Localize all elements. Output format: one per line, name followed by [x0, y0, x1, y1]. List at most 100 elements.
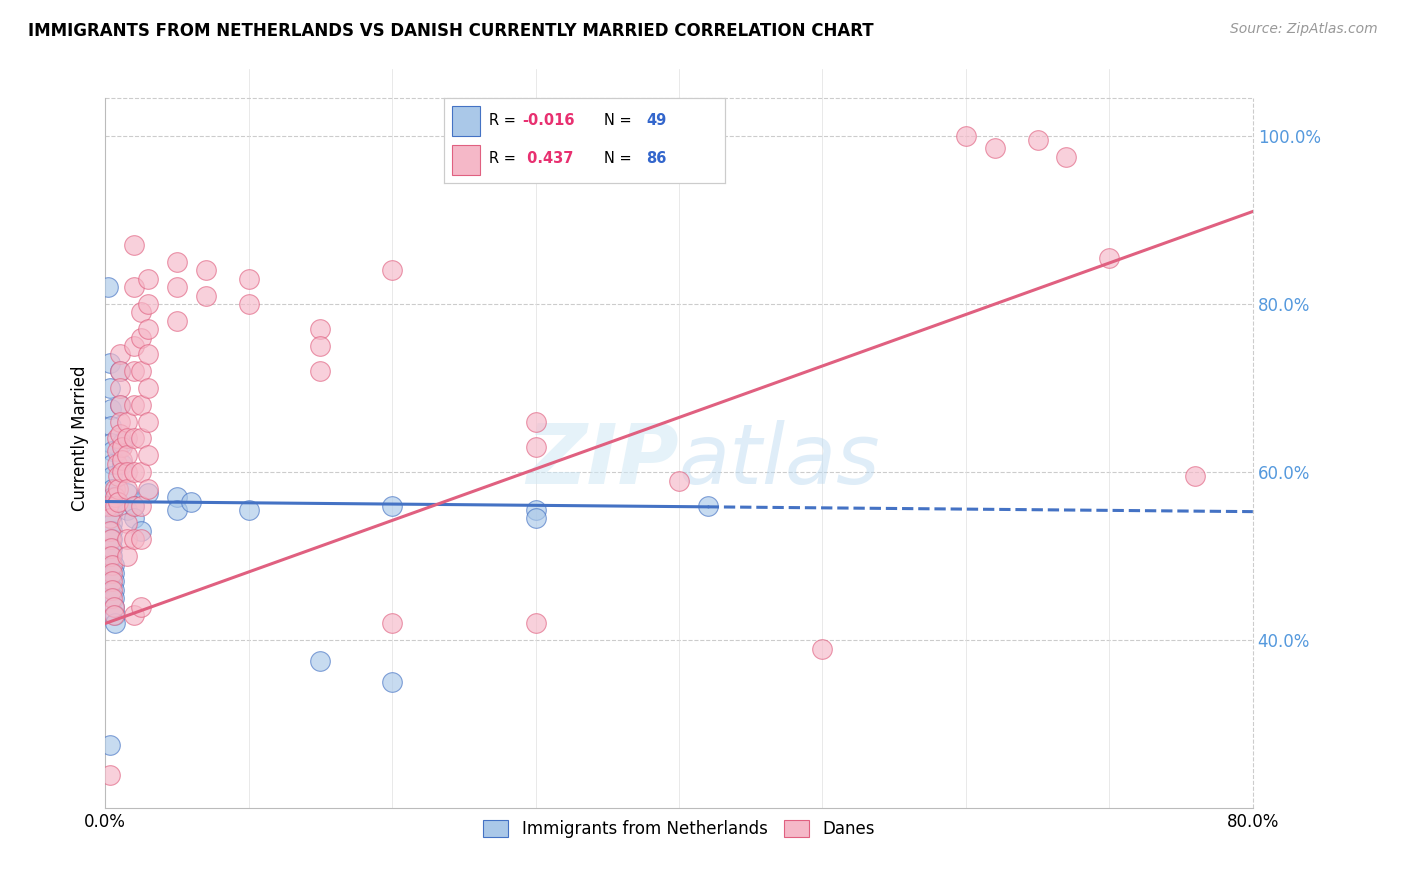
Point	[108, 398, 131, 412]
Point	[101, 541, 124, 555]
Point	[129, 465, 152, 479]
Point	[100, 418, 122, 433]
Point	[98, 511, 121, 525]
Point	[136, 486, 159, 500]
Text: atlas: atlas	[679, 420, 880, 501]
Point	[122, 533, 145, 547]
Point	[983, 141, 1005, 155]
Point	[103, 574, 125, 589]
Legend: Immigrants from Netherlands, Danes: Immigrants from Netherlands, Danes	[477, 813, 882, 845]
Point	[166, 280, 188, 294]
Point	[115, 549, 138, 564]
Point	[103, 591, 125, 606]
Point	[101, 566, 124, 580]
Point	[180, 494, 202, 508]
Point	[115, 516, 138, 530]
Point	[136, 482, 159, 496]
Point	[136, 448, 159, 462]
Point	[104, 499, 127, 513]
Point	[101, 491, 124, 505]
Point	[129, 330, 152, 344]
Point	[104, 616, 127, 631]
Point	[524, 415, 547, 429]
Point	[108, 364, 131, 378]
Point	[122, 398, 145, 412]
Point	[1054, 150, 1077, 164]
Point	[100, 435, 122, 450]
Point	[101, 549, 124, 564]
Point	[115, 415, 138, 429]
Point	[98, 356, 121, 370]
Point	[101, 516, 124, 530]
Point	[381, 675, 404, 690]
Point	[108, 415, 131, 429]
Point	[101, 457, 124, 471]
Point	[668, 474, 690, 488]
Point	[122, 499, 145, 513]
Point	[108, 364, 131, 378]
Point	[108, 427, 131, 442]
Point	[122, 465, 145, 479]
Point	[136, 415, 159, 429]
Point	[98, 381, 121, 395]
Point	[309, 339, 332, 353]
Point	[129, 499, 152, 513]
Point	[129, 599, 152, 614]
Point	[101, 444, 124, 458]
Point	[811, 641, 834, 656]
Point	[238, 503, 260, 517]
Point	[98, 524, 121, 538]
Point	[100, 533, 122, 547]
Point	[194, 288, 217, 302]
Text: ZIP: ZIP	[526, 420, 679, 501]
Point	[696, 499, 718, 513]
Point	[101, 482, 124, 496]
Point	[115, 486, 138, 500]
Point	[104, 491, 127, 505]
Point	[238, 297, 260, 311]
Point	[129, 398, 152, 412]
Point	[97, 280, 120, 294]
Point	[101, 524, 124, 538]
Point	[1098, 251, 1121, 265]
Point	[238, 271, 260, 285]
Point	[309, 654, 332, 668]
Point	[103, 608, 125, 623]
Point	[381, 616, 404, 631]
Point	[104, 482, 127, 496]
Point	[101, 469, 124, 483]
Point	[129, 533, 152, 547]
Point	[524, 511, 547, 525]
Point	[111, 440, 134, 454]
Point	[136, 271, 159, 285]
Point	[103, 582, 125, 597]
Point	[1184, 469, 1206, 483]
Point	[136, 381, 159, 395]
Point	[122, 499, 145, 513]
Point	[115, 448, 138, 462]
Point	[97, 499, 120, 513]
Point	[524, 616, 547, 631]
Point	[101, 507, 124, 521]
Point	[115, 432, 138, 446]
Point	[309, 364, 332, 378]
Point	[101, 574, 124, 589]
Point	[136, 347, 159, 361]
Point	[122, 364, 145, 378]
Point	[129, 305, 152, 319]
Point	[111, 465, 134, 479]
Point	[166, 314, 188, 328]
Point	[107, 494, 129, 508]
Point	[98, 739, 121, 753]
Point	[122, 432, 145, 446]
Point	[101, 591, 124, 606]
Point	[122, 608, 145, 623]
Point	[122, 339, 145, 353]
Point	[103, 566, 125, 580]
Point	[104, 608, 127, 623]
Point	[105, 457, 128, 471]
Point	[524, 440, 547, 454]
Point	[100, 541, 122, 555]
Point	[105, 444, 128, 458]
Point	[115, 465, 138, 479]
